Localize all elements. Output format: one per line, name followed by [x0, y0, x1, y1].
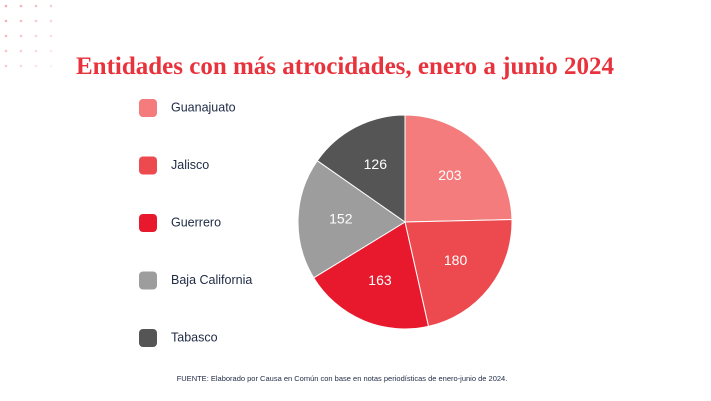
legend-label: Jalisco	[171, 158, 209, 172]
legend-swatch	[139, 99, 157, 117]
pie-slice	[404, 219, 513, 327]
legend-label: Baja California	[171, 273, 252, 287]
value-label: 152	[329, 211, 353, 227]
legend-swatch	[139, 156, 157, 175]
legend-label: Guerrero	[171, 215, 221, 229]
legend-swatch	[139, 271, 157, 290]
pie-slice	[404, 114, 513, 223]
legend-label: Guanajuato	[171, 100, 236, 114]
value-label: 163	[368, 272, 392, 288]
source-note: FUENTE: Elaborado por Causa en Común con…	[177, 374, 508, 383]
pie-slice	[316, 114, 406, 223]
value-label: 180	[444, 252, 468, 268]
legend-swatch	[139, 329, 157, 347]
legend-swatch	[139, 214, 157, 232]
legend-label: Tabasco	[171, 330, 218, 344]
value-label: 126	[364, 156, 388, 172]
pie-slice	[313, 221, 430, 330]
decoration	[0, 0, 60, 80]
chart-title: Entidades con más atrocidades, enero a j…	[76, 53, 615, 80]
value-label: 203	[438, 167, 462, 183]
pie-slice	[297, 160, 406, 279]
